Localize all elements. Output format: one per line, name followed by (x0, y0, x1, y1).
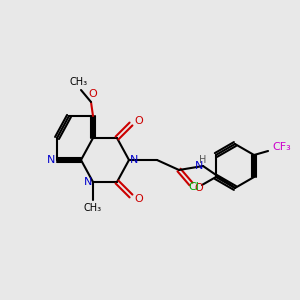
Text: H: H (199, 155, 207, 165)
Text: CH₃: CH₃ (70, 77, 88, 87)
Text: N: N (130, 155, 138, 165)
Text: O: O (195, 183, 203, 193)
Text: N: N (47, 155, 55, 165)
Text: O: O (88, 89, 98, 99)
Text: O: O (135, 116, 143, 126)
Text: Cl: Cl (188, 182, 200, 192)
Text: CF₃: CF₃ (273, 142, 291, 152)
Text: N: N (84, 177, 92, 187)
Text: O: O (135, 194, 143, 204)
Text: N: N (195, 161, 203, 171)
Text: CH₃: CH₃ (84, 203, 102, 213)
